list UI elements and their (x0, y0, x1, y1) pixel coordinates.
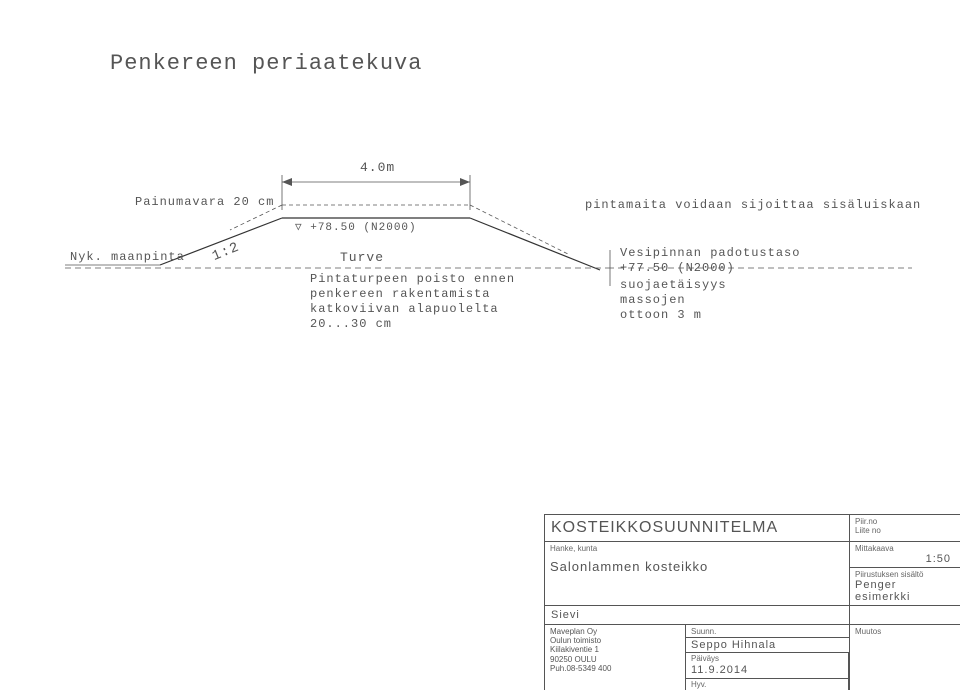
tb-company: Maveplan Oy Oulun toimisto Kiilakiventie… (545, 625, 686, 690)
ground-label: Nyk. maanpinta (70, 250, 185, 265)
tb-heading: KOSTEIKKOSUUNNITELMA (545, 515, 850, 541)
tb-suunn-lbl: Suunn. (691, 627, 716, 636)
inner-slope-right (470, 205, 570, 255)
note-right-top: pintamaita voidaan sijoittaa sisäluiskaa… (585, 198, 921, 213)
title-block: KOSTEIKKOSUUNNITELMA Piir.no Liite no Ha… (544, 514, 960, 690)
tb-project: Salonlammen kosteikko (550, 559, 844, 574)
tb-muutos-lbl: Muutos (855, 627, 955, 636)
tb-paivays-val: 11.9.2014 (686, 664, 848, 678)
tb-suunn-val: Seppo Hihnala (686, 638, 849, 653)
tb-mittakaava-val: 1:50 (855, 553, 955, 565)
note-under-left: Pintaturpeen poisto ennen penkereen rake… (310, 272, 515, 332)
tb-hyv-lbl: Hyv. (686, 678, 848, 690)
tb-hanke-lbl: Hanke, kunta (550, 544, 844, 553)
turve-label: Turve (340, 250, 384, 266)
settlement-label: Painumavara 20 cm (135, 195, 274, 210)
pond-level-label: Vesipinnan padotustaso +77.50 (N2000) (620, 246, 800, 276)
water-mark-label: ▽ +78.50 (N2000) (295, 222, 417, 236)
right-slope (470, 218, 600, 270)
tb-paivays-lbl: Päiväys (686, 653, 848, 664)
tb-mittakaava-lbl: Mittakaava (855, 544, 955, 553)
tb-sievi: Sievi (545, 606, 850, 624)
tb-piirustus-val: Penger esimerkki (855, 579, 955, 603)
tb-piirustus-lbl: Piirustuksen sisältö (855, 568, 955, 579)
safety-label: suojaetäisyys massojen ottoon 3 m (620, 278, 727, 323)
tb-liite-lbl: Liite no (855, 526, 955, 535)
tb-piirno-lbl: Piir.no (855, 517, 955, 526)
dim-label: 4.0m (360, 160, 395, 176)
